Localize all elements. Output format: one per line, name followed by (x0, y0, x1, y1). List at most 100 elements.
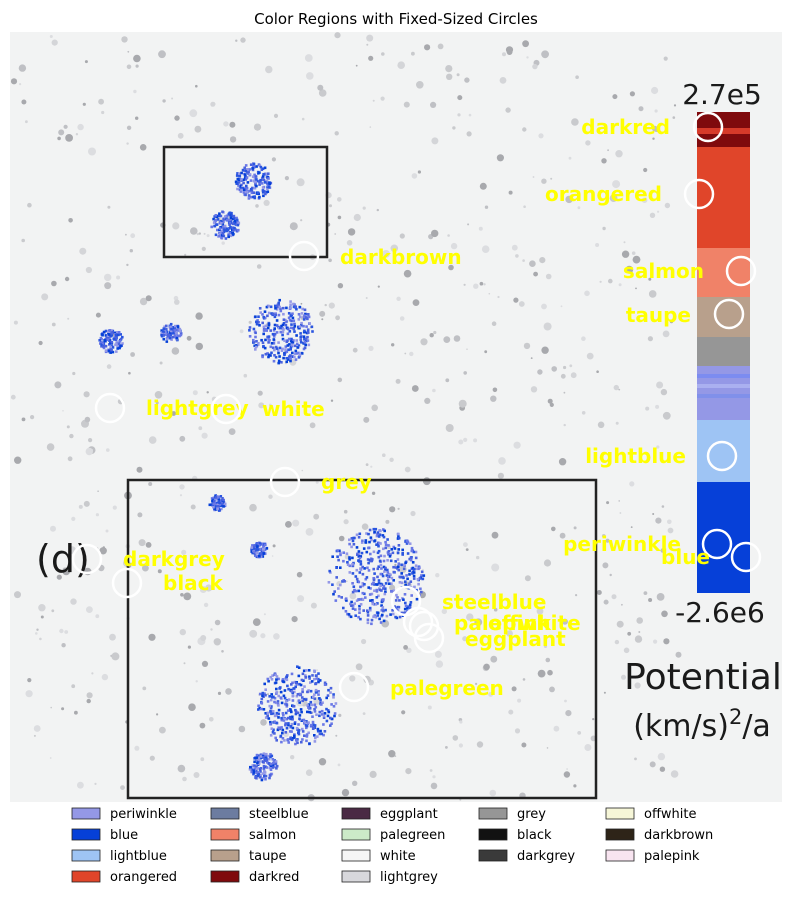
speckle-dot (450, 242, 458, 250)
cluster-pixel (216, 228, 219, 232)
cluster-pixel (307, 315, 311, 319)
cluster-pixel (279, 734, 283, 738)
cluster-pixel (306, 690, 309, 694)
cluster-pixel (400, 563, 403, 567)
cluster-pixel (313, 703, 317, 707)
cluster-pixel (346, 563, 350, 566)
cluster-pixel (273, 732, 276, 735)
cluster-pixel (262, 550, 265, 553)
region-marker-darkred: darkred (581, 111, 724, 143)
cluster-pixel (267, 338, 270, 341)
cluster-pixel (342, 551, 345, 554)
cluster-pixel (255, 178, 258, 181)
speckle-dot (217, 691, 222, 696)
cluster-pixel (359, 603, 363, 606)
cluster-pixel (358, 604, 361, 608)
cluster-pixel (271, 764, 274, 767)
speckle-dot (292, 519, 300, 527)
cluster-pixel (211, 500, 214, 503)
cluster-pixel (306, 339, 310, 342)
speckle-dot (458, 743, 463, 748)
speckle-dot (142, 564, 149, 572)
speckle-dot (171, 347, 180, 355)
speckle-dot (260, 719, 267, 726)
cluster-pixel (295, 739, 298, 742)
cluster-pixel (303, 734, 306, 737)
speckle-dot (406, 647, 412, 653)
cluster-pixel (255, 543, 258, 547)
cluster-pixel (230, 214, 233, 218)
cluster-pixel (273, 714, 277, 718)
cluster-pixel (259, 767, 263, 770)
speckle-dot (446, 73, 453, 81)
cluster-pixel (299, 335, 302, 339)
speckle-dot (13, 320, 18, 325)
speckle-dot (524, 575, 531, 582)
speckle-dot (463, 542, 468, 547)
cluster-pixel (356, 553, 359, 556)
cluster-pixel (302, 324, 305, 328)
cluster-pixel (162, 334, 165, 337)
cluster-pixel (303, 308, 307, 312)
cluster-pixel (381, 613, 384, 617)
speckle-dot (417, 170, 421, 174)
colorbar-units-exp: 2 (729, 705, 742, 729)
cluster-pixel (401, 553, 404, 556)
cluster-pixel (406, 540, 410, 544)
cluster-pixel (300, 710, 303, 714)
cluster-pixel (263, 682, 266, 686)
speckle-dot (491, 531, 499, 539)
cluster-pixel (258, 307, 262, 310)
region-marker-palegreen: palegreen (338, 671, 504, 703)
speckle-dot (483, 283, 486, 286)
cluster-pixel (286, 684, 289, 688)
cluster-pixel (288, 715, 292, 719)
cluster-pixel (347, 613, 351, 616)
cluster-pixel (299, 683, 303, 687)
cluster-pixel (305, 669, 308, 672)
cluster-pixel (221, 497, 224, 500)
speckle-dot (335, 734, 338, 737)
cluster-pixel (252, 162, 256, 166)
cluster-pixel (293, 721, 297, 724)
cluster-pixel (261, 691, 265, 695)
speckle-dot (513, 441, 521, 449)
speckle-dot (660, 548, 666, 553)
cluster-pixel (232, 229, 235, 232)
cluster-pixel (364, 539, 368, 542)
cluster-pixel (253, 760, 256, 764)
cluster-pixel (366, 618, 370, 622)
cluster-pixel (269, 345, 273, 349)
cluster-pixel (377, 565, 380, 568)
speckle-dot (41, 293, 49, 301)
speckle-dot (533, 271, 538, 277)
region-circle-grey (269, 466, 301, 498)
cluster-pixel (261, 321, 264, 325)
speckle-dot (605, 538, 610, 543)
speckle-dot (98, 98, 104, 105)
cluster-pixel (300, 719, 304, 722)
cluster-pixel (386, 579, 390, 582)
speckle-layer (10, 32, 682, 802)
cluster-pixel (285, 306, 288, 310)
speckle-dot (656, 593, 665, 601)
cluster-pixel (393, 547, 397, 550)
cluster-pixel (261, 772, 265, 775)
region-label-offwhite: offwhite (488, 611, 581, 635)
speckle-dot (584, 290, 590, 297)
speckle-dot (611, 594, 617, 600)
region-marker-white: white (210, 393, 325, 425)
cluster-pixel (366, 558, 370, 561)
cluster-pixel (301, 672, 305, 676)
cluster-pixel (396, 565, 400, 569)
cluster-pixel (219, 495, 223, 498)
cluster-pixel (165, 324, 168, 328)
colorbar-title: Potential (624, 657, 782, 698)
speckle-dot (109, 633, 116, 641)
cluster-pixel (265, 179, 268, 183)
speckle-dot (135, 116, 139, 120)
speckle-dot (603, 691, 606, 694)
cluster-pixel (301, 730, 305, 733)
cluster-pixel (166, 336, 169, 340)
speckle-dot (195, 680, 198, 683)
